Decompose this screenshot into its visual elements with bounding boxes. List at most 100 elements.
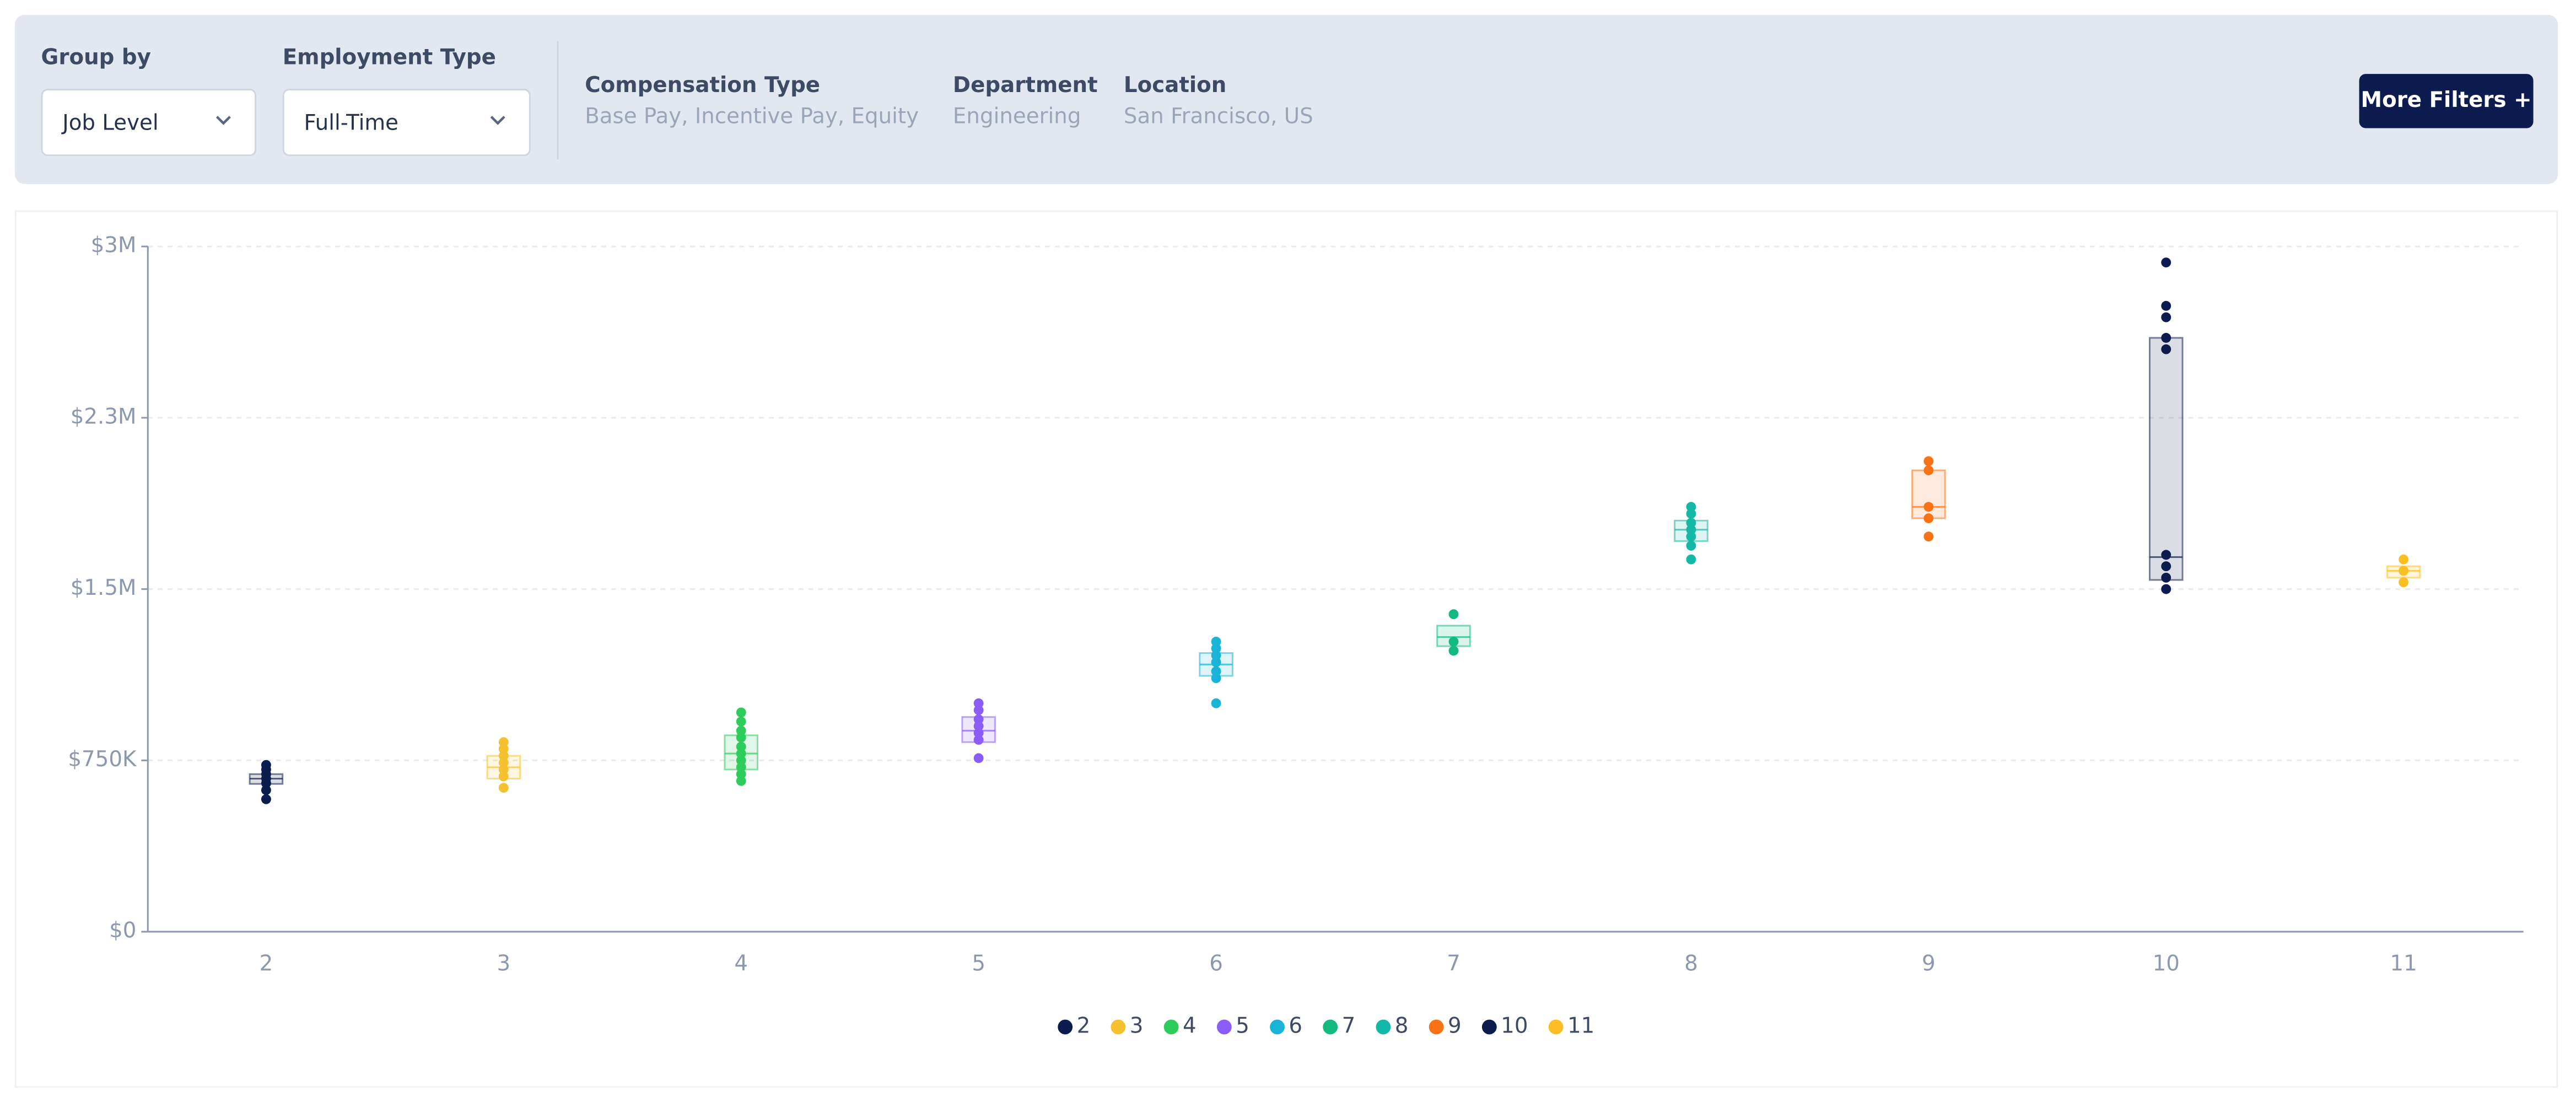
data-point [498,783,509,793]
filter-value: San Francisco, US [1123,105,1313,130]
x-tick-label: 3 [497,951,510,976]
data-point [498,757,509,768]
data-point [1923,502,1934,512]
filter-value: Engineering [952,105,1081,130]
legend-marker [1548,1019,1564,1035]
x-tick-label: 5 [972,951,985,976]
data-point [736,717,746,727]
filter-label: Compensation Type [585,74,821,99]
data-point [1211,666,1221,676]
data-point [2161,300,2171,311]
data-point [2161,561,2171,572]
legend-label: 4 [1183,1014,1197,1039]
data-point [1211,657,1221,668]
data-point [736,776,746,786]
filter-label: Location [1123,74,1227,99]
data-point [736,725,746,736]
data-point [1448,646,1459,656]
data-point [1686,508,1696,519]
x-tick-label: 4 [734,951,748,976]
dropdown[interactable]: Full-Time [282,88,531,157]
data-point [2161,332,2171,343]
filter-label: Employment Type [282,46,496,71]
y-tick-label: $1.5M [71,575,137,600]
y-tick-label: $0 [109,918,136,943]
data-point [1923,513,1934,524]
data-point [736,769,746,779]
data-point [973,698,984,708]
legend-marker [1323,1019,1338,1035]
data-point [736,733,746,743]
y-tick-label: $2.3M [71,404,137,429]
dropdown-value: Job Level [62,111,159,137]
legend-marker [1058,1019,1073,1035]
legend-label: 5 [1236,1014,1249,1039]
data-point [2161,312,2171,322]
data-point [2161,550,2171,560]
data-point [261,778,271,788]
filter-value: Base Pay, Incentive Pay, Equity [585,105,919,130]
data-point [973,753,984,763]
data-point [1211,698,1221,708]
data-point [2399,566,2409,576]
y-tick-label: $750K [68,747,137,772]
data-point [1448,637,1459,647]
x-tick-label: 8 [1684,951,1698,976]
dropdown-value: Full-Time [304,111,399,137]
data-point [1686,540,1696,551]
data-point [2161,257,2171,268]
data-point [1686,531,1696,542]
data-point [1923,531,1934,542]
data-point [1211,637,1221,647]
legend-marker [1270,1019,1285,1035]
data-point [1211,650,1221,660]
data-point [1923,456,1934,466]
data-point [1686,554,1696,564]
data-point [1686,524,1696,535]
legend-label: 11 [1567,1014,1594,1039]
data-point [973,721,984,732]
x-tick-label: 11 [2390,951,2417,976]
legend-marker [1429,1019,1444,1035]
data-point [498,737,509,747]
data-point [1686,518,1696,528]
data-point [973,714,984,724]
legend-marker [1216,1019,1232,1035]
data-point [498,771,509,782]
y-tick-label: $3M [91,233,137,258]
data-point [261,794,271,804]
chevron [215,116,231,125]
filter-bar: Group by Job Level Employment Type Full-… [14,14,2558,184]
chart-card [14,210,2558,1088]
legend-label: 6 [1289,1014,1302,1039]
data-point [2161,344,2171,354]
chevron [490,116,505,125]
x-tick-label: 9 [1922,951,1936,976]
x-tick-label: 2 [260,951,273,976]
data-point [1923,465,1934,476]
filter-label: Group by [41,46,151,71]
data-point [1211,673,1221,684]
data-point [1448,609,1459,620]
data-point [261,785,271,795]
data-point [2399,554,2409,564]
data-point [1211,643,1221,654]
legend-marker [1481,1019,1497,1035]
legend-label: 8 [1395,1014,1409,1039]
legend-label: 2 [1077,1014,1091,1039]
separator [557,41,559,160]
legend-label: 7 [1342,1014,1356,1039]
data-point [498,744,509,754]
data-point [2161,572,2171,583]
data-point [973,728,984,738]
dropdown[interactable]: Job Level [41,88,257,157]
box [2148,337,2184,581]
data-point [498,751,509,761]
filter-label: Department [952,74,1098,99]
more-filters-button[interactable]: More Filters + [2359,74,2534,128]
data-point [736,741,746,752]
x-tick-label: 7 [1447,951,1461,976]
legend-label: 10 [1501,1014,1528,1039]
